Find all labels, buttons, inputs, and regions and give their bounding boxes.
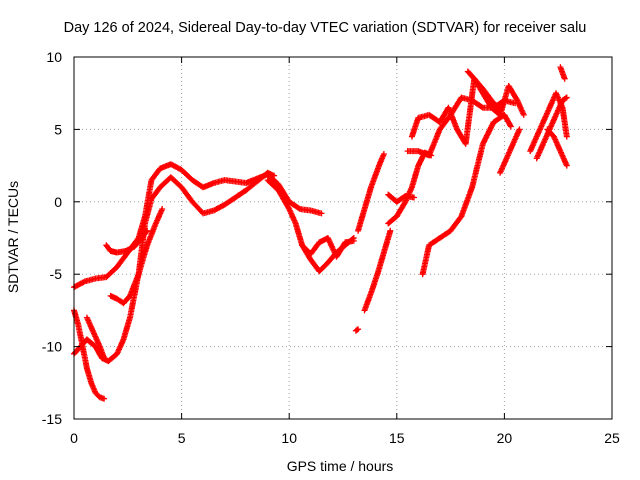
y-tick-label: 10 (46, 49, 62, 65)
series-G (265, 177, 357, 274)
x-tick-label: 20 (497, 430, 513, 446)
series-markers (557, 64, 567, 82)
x-tick-label: 10 (281, 430, 297, 446)
y-tick-label: -10 (42, 339, 62, 355)
y-axis-label: SDTVAR / TECUs (5, 181, 21, 293)
plot-frame (74, 57, 612, 419)
series-B (71, 170, 277, 364)
axis-ticks (74, 57, 612, 419)
x-tick-label: 5 (178, 430, 186, 446)
series-markers (409, 76, 527, 147)
y-tick-label: 0 (54, 194, 62, 210)
series-R (497, 126, 522, 175)
series-V (557, 64, 567, 82)
y-tick-label: -15 (42, 411, 62, 427)
series-markers (353, 326, 361, 334)
series-A (71, 161, 325, 290)
x-tick-label: 0 (70, 430, 78, 446)
series-markers (385, 150, 434, 227)
series-markers (355, 151, 387, 234)
x-tick-label: 15 (389, 430, 405, 446)
series-M (385, 150, 434, 227)
series-markers (71, 170, 277, 364)
grid-lines (74, 57, 612, 419)
x-axis-label: GPS time / hours (287, 458, 394, 474)
x-tick-label: 25 (604, 430, 620, 446)
data-points (71, 64, 570, 402)
series-markers (362, 228, 394, 314)
y-tick-label: -5 (50, 266, 63, 282)
series-I (353, 326, 361, 334)
series-K (355, 151, 387, 234)
series-markers (71, 161, 325, 290)
series-P (409, 76, 527, 147)
series-J (362, 228, 394, 314)
chart-title: Day 126 of 2024, Sidereal Day-to-day VTE… (64, 20, 587, 36)
series-markers (265, 177, 357, 274)
series-markers (497, 126, 522, 175)
y-tick-label: 5 (54, 121, 62, 137)
chart-canvas: 0 5 10 15 20 25 -15 -10 -5 0 5 10 Day 126 of 2024, … (0, 0, 640, 480)
